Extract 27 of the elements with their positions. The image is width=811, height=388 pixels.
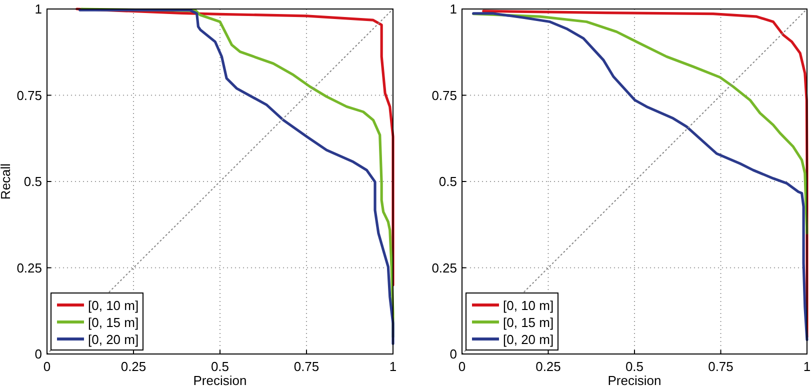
x-tick-label: 1	[803, 359, 811, 374]
y-tick-label: 1	[34, 2, 42, 16]
x-tick-label: 0.75	[708, 359, 734, 374]
y-tick-label: 0	[450, 346, 457, 362]
x-tick-label: 0.25	[536, 359, 561, 374]
y-tick-label: 0.5	[438, 174, 457, 189]
y-tick-label: 0.25	[16, 260, 42, 276]
legend-label: [0, 10 m]	[88, 298, 139, 313]
legend-label: [0, 15 m]	[88, 315, 139, 330]
x-tick-label: 0.25	[120, 359, 146, 374]
legend-label: [0, 15 m]	[503, 315, 554, 330]
x-axis-title: Precision	[193, 373, 247, 388]
y-tick-label: 1	[450, 2, 457, 16]
y-tick-label: 0.75	[432, 88, 457, 103]
x-tick-label: 0.75	[294, 359, 320, 374]
x-axis-title: Precision	[608, 373, 662, 388]
y-tick-label: 0.5	[24, 174, 42, 189]
legend-label: [0, 20 m]	[503, 332, 554, 347]
x-tick-label: 0.5	[210, 359, 230, 374]
y-axis-title: Recall	[0, 163, 13, 200]
y-tick-label: 0.75	[16, 88, 42, 103]
legend-label: [0, 20 m]	[88, 332, 139, 347]
x-tick-label: 1	[389, 359, 397, 374]
legend-label: [0, 10 m]	[503, 298, 554, 313]
y-tick-label: 0	[34, 346, 42, 362]
x-tick-label: 0.5	[625, 359, 644, 374]
y-tick-label: 0.25	[432, 260, 457, 276]
